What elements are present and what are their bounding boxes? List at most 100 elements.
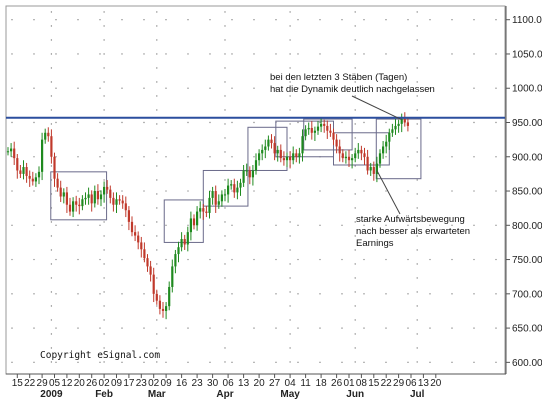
grid-dot — [224, 165, 226, 167]
grid-dot — [354, 207, 356, 209]
grid-dot — [103, 361, 105, 363]
grid-dot — [451, 258, 453, 261]
price-bar-body — [242, 170, 245, 183]
grid-dot — [156, 123, 158, 125]
grid-dot — [156, 179, 158, 181]
grid-dot — [363, 53, 365, 55]
price-bar-body — [214, 191, 217, 205]
grid-dot — [319, 224, 321, 226]
grid-dot — [165, 327, 167, 329]
grid-dot — [224, 277, 226, 279]
price-bar-body — [93, 191, 96, 204]
price-bars — [6, 112, 409, 320]
grid-dot — [50, 11, 53, 13]
grid-dot — [275, 361, 277, 364]
grid-dot — [11, 190, 13, 192]
grid-dot — [224, 81, 226, 83]
grid-dot — [319, 361, 321, 364]
grid-dot — [209, 121, 211, 124]
grid-dot — [33, 258, 35, 261]
grid-dot — [33, 190, 35, 192]
grid-dot — [341, 327, 343, 329]
x-tick-label: 06 — [223, 378, 235, 389]
price-bar-body — [354, 153, 357, 159]
grid-dot — [103, 347, 105, 349]
grid-dot — [451, 19, 453, 21]
grid-dot — [224, 221, 226, 223]
price-bar-body — [121, 200, 124, 204]
grid-dot — [354, 347, 356, 349]
price-bar-body — [406, 122, 409, 126]
grid-dot — [50, 333, 53, 335]
price-bar-body — [161, 308, 165, 311]
grid-dot — [156, 207, 158, 209]
grid-dot — [77, 190, 79, 192]
grid-dot — [253, 327, 255, 329]
grid-dot — [297, 19, 299, 21]
price-bar-body — [41, 139, 44, 172]
grid-dot — [77, 19, 79, 21]
price-bar-body — [316, 126, 320, 131]
grid-dot — [473, 327, 475, 329]
grid-dot — [187, 258, 189, 261]
grid-dot — [103, 151, 105, 153]
grid-dot — [224, 123, 226, 125]
grid-dot — [11, 258, 13, 261]
grid-dot — [103, 25, 105, 27]
grid-dot — [407, 19, 409, 21]
grid-dot — [429, 87, 431, 89]
price-bar-body — [236, 187, 239, 193]
grid-dot — [416, 305, 418, 307]
grid-dot — [319, 19, 321, 21]
grid-dot — [289, 263, 291, 265]
grid-dot — [50, 109, 53, 111]
grid-dot — [209, 156, 211, 158]
grid-dot — [416, 193, 418, 195]
grid-dot — [416, 25, 418, 27]
grid-dot — [209, 361, 211, 364]
y-tick-label: 750.00 — [512, 255, 542, 266]
grid-dot — [289, 249, 291, 251]
grid-dot — [156, 137, 158, 139]
grid-dot — [11, 224, 13, 226]
grid-dot — [187, 19, 189, 21]
price-bar-body — [366, 156, 369, 171]
grid-dot — [385, 87, 387, 89]
grid-dot — [354, 25, 356, 27]
price-bar-body — [96, 191, 99, 200]
grid-dot — [297, 190, 299, 192]
grid-dot — [99, 361, 101, 364]
grid-dot — [275, 327, 277, 329]
grid-dot — [416, 39, 418, 41]
grid-dot — [289, 277, 291, 279]
grid-dot — [363, 224, 365, 226]
grid-dot — [103, 109, 105, 111]
grid-dot — [385, 190, 387, 192]
grid-dot — [11, 156, 13, 158]
grid-dot — [165, 361, 167, 364]
grid-dot — [341, 293, 343, 295]
price-bar-body — [56, 178, 59, 188]
grid-dot — [33, 87, 35, 89]
price-bar-body — [168, 286, 171, 307]
y-tick-label: 850.00 — [512, 187, 542, 198]
grid-dot — [289, 319, 291, 321]
grid-dot — [354, 249, 356, 251]
grid-dot — [354, 193, 356, 195]
x-tick-label: 18 — [316, 378, 328, 389]
grid-dot — [156, 361, 158, 363]
grid-dot — [289, 39, 291, 41]
price-bar-body — [227, 185, 230, 195]
x-tick-label: 20 — [254, 378, 266, 389]
grid-dot — [407, 190, 409, 192]
grid-dot — [354, 67, 356, 69]
grid-dot — [341, 224, 343, 226]
price-bar-body — [347, 156, 351, 161]
x-tick-label: 26 — [331, 378, 343, 389]
grid-dot — [103, 165, 105, 167]
price-bar-body — [84, 197, 87, 200]
price-bar-body — [50, 136, 53, 157]
price-bar-body — [289, 156, 292, 161]
price-bar-body — [152, 274, 155, 294]
grid-dot — [289, 81, 291, 83]
